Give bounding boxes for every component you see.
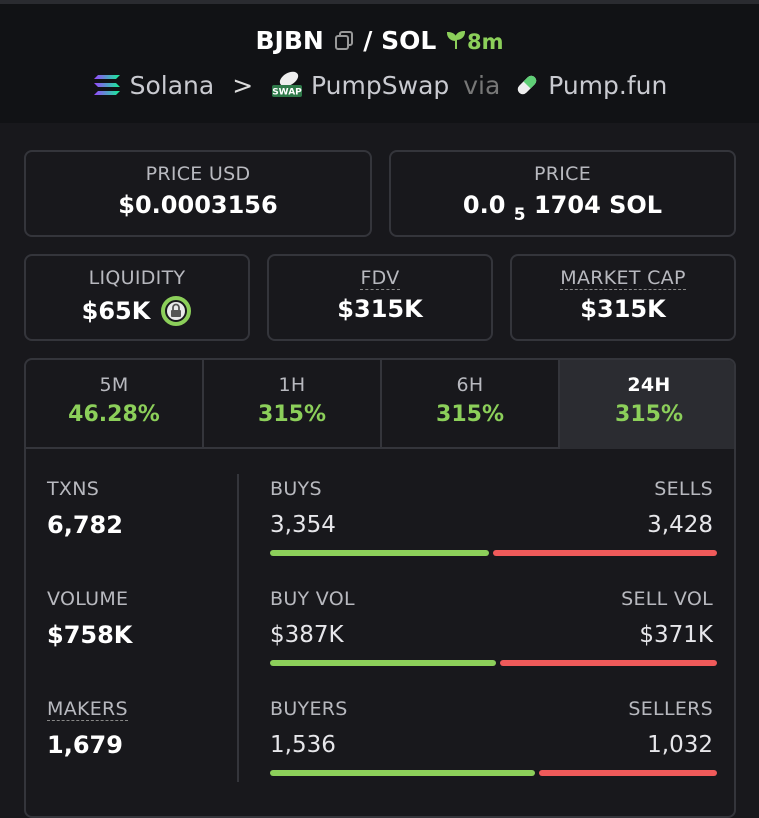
- stat-label: MAKERS: [47, 698, 128, 721]
- label-text: VOLUME: [47, 588, 129, 610]
- route-line: Solana > SWAP PumpSwap via Pump.fun: [0, 70, 759, 100]
- tab-label: 6H: [456, 374, 484, 396]
- price-usd-card: PRICE USD $0.0003156: [24, 150, 372, 237]
- buy-value: $387K: [270, 622, 344, 648]
- metric-card: FDV $315K: [267, 254, 493, 341]
- solana-icon: [93, 75, 120, 95]
- card-value: $65K: [26, 295, 248, 327]
- divider: [237, 474, 239, 782]
- stat-value: 1,679: [47, 731, 123, 759]
- card-value: $315K: [269, 295, 491, 323]
- tab-change: 315%: [436, 402, 504, 427]
- price-head: 0.0: [462, 191, 506, 219]
- stat-value: 6,782: [47, 511, 123, 539]
- pumpfun-icon: [517, 75, 537, 95]
- sell-label: SELL VOL: [621, 588, 713, 610]
- price-tail: 1704 SOL: [533, 191, 663, 219]
- buy-value: 3,354: [270, 512, 336, 538]
- card-label: LIQUIDITY: [26, 267, 248, 289]
- sell-value: $371K: [639, 622, 713, 648]
- buy-bar: [270, 550, 490, 556]
- dex-name[interactable]: PumpSwap: [311, 71, 450, 100]
- card-value: 0.0 5 1704 SOL: [391, 191, 734, 225]
- card-value: $315K: [512, 295, 734, 323]
- quote-symbol: / SOL: [363, 26, 437, 55]
- base-symbol: BJBN: [255, 26, 324, 55]
- value-text: $65K: [81, 297, 151, 325]
- tab-label: 5M: [99, 374, 129, 396]
- buy-bar: [270, 770, 535, 776]
- stat-value: $758K: [47, 621, 133, 649]
- dex-badge: SWAP: [272, 88, 302, 98]
- buy-label: BUY VOL: [270, 588, 355, 610]
- lock-icon: [161, 296, 192, 326]
- card-label: MARKET CAP: [512, 267, 734, 290]
- pair-line: BJBN / SOL 8m: [0, 26, 759, 55]
- card-label: PRICE: [533, 163, 592, 185]
- stat-label: VOLUME: [47, 588, 128, 610]
- pair-age: 8m: [467, 30, 504, 54]
- value-text: $315K: [337, 295, 423, 323]
- tab-change: 315%: [615, 402, 683, 427]
- label-text: LIQUIDITY: [88, 267, 186, 289]
- sell-bar: [500, 660, 717, 666]
- pumpswap-icon: SWAP: [272, 71, 302, 98]
- tab-label: 1H: [278, 374, 306, 396]
- sell-value: 3,428: [647, 512, 713, 538]
- launchpad-name[interactable]: Pump.fun: [548, 71, 668, 100]
- header: BJBN / SOL 8m Solana > SWAP PumpSwap via…: [0, 0, 759, 123]
- sell-label: SELLS: [654, 478, 713, 500]
- buy-label: BUYS: [270, 478, 322, 500]
- card-label: PRICE USD: [145, 163, 251, 185]
- buy-label: BUYERS: [270, 698, 348, 720]
- tab-change: 46.28%: [68, 402, 160, 427]
- sell-bar: [538, 770, 717, 776]
- tab-change: 315%: [258, 402, 326, 427]
- stats-panel: 5M 46.28% 1H 315% 6H 315% 24H 315% TXNS 6,782 BUY…: [24, 358, 736, 818]
- tab-label: 24H: [627, 374, 671, 396]
- timeframe-tab[interactable]: 6H 315%: [382, 360, 560, 449]
- sell-bar: [493, 550, 717, 556]
- label-text: TXNS: [47, 478, 100, 500]
- stat-label: TXNS: [47, 478, 99, 500]
- value-text: $315K: [580, 295, 666, 323]
- separator: >: [232, 71, 254, 100]
- buy-bar: [270, 660, 497, 666]
- label-text: MARKET CAP: [560, 267, 686, 290]
- timeframe-tab[interactable]: 24H 315%: [560, 360, 734, 449]
- tab-bar: 5M 46.28% 1H 315% 6H 315% 24H 315%: [26, 360, 734, 449]
- metric-card: MARKET CAP $315K: [510, 254, 736, 341]
- buy-value: 1,536: [270, 732, 336, 758]
- timeframe-tab[interactable]: 1H 315%: [204, 360, 382, 449]
- card-label: FDV: [269, 267, 491, 290]
- timeframe-tab[interactable]: 5M 46.28%: [26, 360, 204, 449]
- card-value: $0.0003156: [118, 191, 278, 219]
- sprout-icon: [447, 30, 466, 49]
- chain-name[interactable]: Solana: [129, 71, 215, 100]
- sell-value: 1,032: [647, 732, 713, 758]
- label-text: MAKERS: [47, 698, 128, 721]
- label-text: FDV: [360, 267, 400, 290]
- price-card: PRICE 0.0 5 1704 SOL: [389, 150, 736, 237]
- via-text: via: [463, 71, 501, 100]
- sell-label: SELLERS: [628, 698, 713, 720]
- copy-icon[interactable]: [333, 29, 355, 51]
- metric-card: LIQUIDITY $65K: [24, 254, 250, 341]
- price-zeros: 5: [513, 205, 526, 225]
